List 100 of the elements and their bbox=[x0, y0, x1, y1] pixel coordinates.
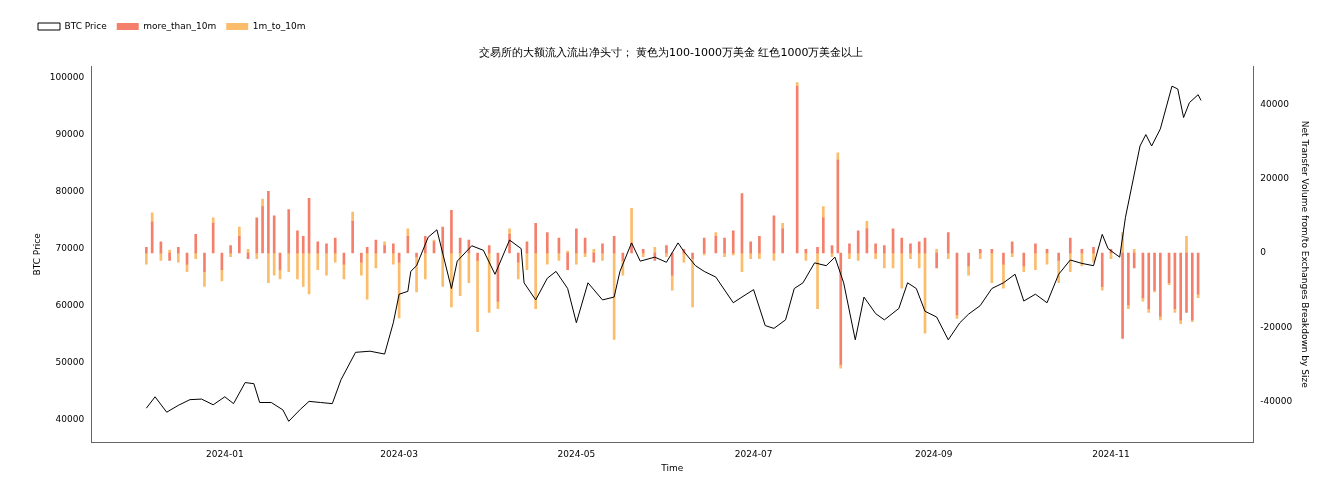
bar bbox=[1132, 248, 1136, 254]
bar bbox=[316, 252, 320, 271]
bar bbox=[272, 252, 276, 276]
bar bbox=[665, 245, 668, 254]
x-tick-label: 2024-11 bbox=[1092, 449, 1130, 460]
bar bbox=[1034, 243, 1037, 254]
y2-tick-label: -40000 bbox=[1260, 395, 1293, 406]
y-tick-label: 40000 bbox=[55, 413, 85, 424]
x-axis-title: Time bbox=[660, 462, 684, 473]
bar bbox=[900, 252, 904, 289]
bar bbox=[450, 209, 453, 254]
bar bbox=[229, 252, 232, 258]
legend-label: BTC Price bbox=[64, 20, 108, 31]
bar bbox=[653, 247, 657, 254]
bar bbox=[1179, 252, 1183, 321]
bar bbox=[1002, 252, 1005, 265]
bar bbox=[145, 252, 148, 265]
bar bbox=[1153, 252, 1156, 291]
bar bbox=[917, 252, 921, 269]
y-tick-label: 100000 bbox=[49, 71, 85, 82]
legend-label: 1m_to_10m bbox=[252, 20, 306, 31]
bar bbox=[723, 237, 726, 254]
bar bbox=[946, 252, 950, 259]
bar bbox=[267, 191, 270, 254]
bar bbox=[487, 252, 491, 313]
y-tick-label: 70000 bbox=[55, 242, 85, 253]
bar bbox=[365, 247, 369, 254]
bar bbox=[665, 252, 668, 258]
bar bbox=[176, 247, 180, 254]
bar bbox=[630, 208, 633, 245]
bar bbox=[325, 252, 328, 276]
bar bbox=[150, 221, 154, 254]
bar bbox=[545, 252, 549, 265]
bar bbox=[238, 235, 241, 254]
bar bbox=[641, 252, 645, 258]
bar bbox=[839, 252, 843, 365]
bar bbox=[391, 243, 395, 254]
bar bbox=[749, 252, 753, 259]
bar bbox=[1010, 241, 1014, 254]
bar bbox=[516, 261, 520, 280]
y2-tick-label: 20000 bbox=[1260, 173, 1290, 184]
bar bbox=[795, 82, 799, 87]
bar bbox=[383, 245, 386, 254]
bar bbox=[714, 232, 718, 237]
bar bbox=[1022, 252, 1026, 267]
chart-title: 交易所的大额流入流出净头寸； 黄色为100-1000万美金 红色1000万美金以上 bbox=[478, 46, 864, 60]
bar bbox=[267, 252, 270, 284]
bar bbox=[1092, 252, 1095, 263]
bar bbox=[731, 230, 735, 254]
bar bbox=[1127, 304, 1130, 310]
bar bbox=[211, 217, 215, 224]
bar bbox=[670, 252, 674, 276]
y2-tick-label: 40000 bbox=[1260, 98, 1290, 109]
bar bbox=[194, 234, 198, 254]
bar bbox=[287, 252, 291, 272]
bar bbox=[758, 252, 761, 259]
bar bbox=[601, 243, 604, 254]
bar bbox=[575, 252, 578, 265]
bar bbox=[816, 252, 819, 310]
x-tick-label: 2024-03 bbox=[380, 449, 418, 460]
bar bbox=[301, 235, 305, 254]
bar bbox=[848, 243, 851, 254]
bar bbox=[1159, 252, 1162, 317]
bar bbox=[856, 230, 860, 254]
bar bbox=[255, 217, 259, 254]
bar bbox=[714, 235, 718, 254]
bar bbox=[917, 241, 921, 254]
bar bbox=[821, 217, 825, 254]
bar bbox=[874, 243, 877, 254]
bar bbox=[670, 274, 674, 291]
bar bbox=[150, 212, 154, 223]
bar bbox=[365, 252, 369, 300]
bar bbox=[450, 252, 453, 308]
bar bbox=[592, 248, 596, 254]
bar bbox=[848, 252, 851, 259]
bar bbox=[1185, 235, 1188, 254]
bar bbox=[1010, 252, 1014, 258]
bar bbox=[333, 237, 337, 254]
bar bbox=[749, 241, 753, 254]
bar bbox=[1185, 252, 1188, 313]
legend-label: more_than_10m bbox=[143, 20, 217, 31]
bar bbox=[1092, 247, 1095, 254]
y2-tick-label: 0 bbox=[1260, 247, 1267, 258]
bar bbox=[296, 230, 299, 254]
bar bbox=[946, 232, 950, 254]
y2-tick-label: -20000 bbox=[1260, 321, 1293, 332]
bar bbox=[978, 248, 982, 254]
bar bbox=[1002, 263, 1005, 289]
bar bbox=[238, 226, 241, 237]
bar bbox=[423, 252, 427, 280]
bar bbox=[168, 249, 171, 254]
bar bbox=[1127, 252, 1130, 306]
bar bbox=[1034, 252, 1037, 271]
bar bbox=[441, 252, 445, 287]
bar bbox=[723, 252, 726, 258]
bar bbox=[909, 252, 912, 259]
bar bbox=[296, 252, 299, 280]
y-tick-label: 90000 bbox=[55, 128, 85, 139]
y2-axis-title: Net Transfer Volume from/to Exchanges Breakdown by Size bbox=[1300, 120, 1311, 389]
bar bbox=[1179, 319, 1183, 324]
